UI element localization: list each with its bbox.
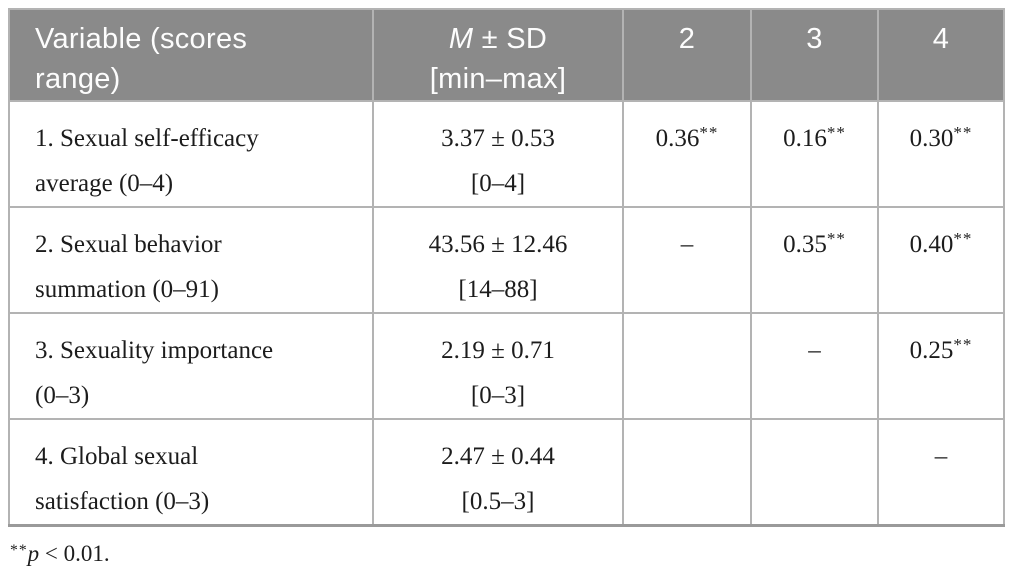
minmax-value: [0.5–3]	[461, 488, 535, 515]
table-row: 3. Sexuality importance (0–3) 2.19 ± 0.7…	[8, 312, 1005, 420]
sig-marker: **	[953, 123, 973, 143]
msd-value: 3.37 ± 0.53	[441, 125, 555, 152]
sig-marker: **	[699, 123, 719, 143]
variable-line1: 1. Sexual self-efficacy	[35, 125, 259, 152]
minmax-value: [0–4]	[470, 170, 526, 197]
header-col-4: 4	[877, 8, 1005, 102]
table-header: Variable (scores range) M ± SD [min–max]…	[8, 8, 1005, 102]
corr-value: –	[934, 443, 948, 470]
msd-value: 2.19 ± 0.71	[441, 337, 555, 364]
header-variable: Variable (scores range)	[8, 8, 374, 102]
variable-line2: summation (0–91)	[35, 276, 220, 303]
sig-marker: **	[953, 229, 973, 249]
variable-line1: 2. Sexual behavior	[35, 231, 222, 258]
significance-footnote: **p < 0.01.	[10, 538, 110, 573]
msd-cell: 43.56 ± 12.46 [14–88]	[372, 206, 624, 314]
sig-marker: **	[826, 123, 846, 143]
corr-value: 0.35	[783, 231, 827, 258]
table-row: 4. Global sexual satisfaction (0–3) 2.47…	[8, 418, 1005, 527]
correlation-table: Variable (scores range) M ± SD [min–max]…	[8, 8, 1005, 527]
variable-line2: satisfaction (0–3)	[35, 488, 210, 515]
corr-value: 0.25	[909, 337, 954, 364]
variable-line1: 4. Global sexual	[35, 443, 199, 470]
variable-line2: average (0–4)	[35, 170, 174, 197]
corr-cell-4: –	[877, 418, 1005, 527]
variable-cell: 1. Sexual self-efficacy average (0–4)	[8, 100, 374, 208]
corr-value: 0.40	[909, 231, 954, 258]
msd-value: 2.47 ± 0.44	[441, 443, 555, 470]
minmax-value: [0–3]	[470, 382, 526, 409]
header-col-2: 2	[622, 8, 752, 102]
msd-cell: 2.47 ± 0.44 [0.5–3]	[372, 418, 624, 527]
corr-cell-2	[622, 312, 752, 420]
header-row: Variable (scores range) M ± SD [min–max]…	[8, 8, 1005, 102]
table-body: 1. Sexual self-efficacy average (0–4) 3.…	[8, 100, 1005, 527]
corr-cell-4: 0.30**	[877, 100, 1005, 208]
variable-cell: 3. Sexuality importance (0–3)	[8, 312, 374, 420]
corr-value: 0.36	[655, 125, 700, 152]
sig-marker: **	[826, 229, 846, 249]
header-msd-line2: [min–max]	[429, 63, 567, 95]
corr-cell-4: 0.25**	[877, 312, 1005, 420]
corr-cell-2: 0.36**	[622, 100, 752, 208]
corr-cell-2	[622, 418, 752, 527]
variable-line2: (0–3)	[35, 382, 90, 409]
table-row: 1. Sexual self-efficacy average (0–4) 3.…	[8, 100, 1005, 208]
corr-cell-3: –	[750, 312, 879, 420]
header-variable-line2: range)	[35, 63, 121, 95]
header-msd-rest: ± SD	[473, 23, 548, 55]
footnote-p-symbol: p	[27, 541, 40, 566]
corr-cell-3	[750, 418, 879, 527]
header-msd-m: M	[448, 23, 474, 55]
variable-cell: 2. Sexual behavior summation (0–91)	[8, 206, 374, 314]
footnote-text: < 0.01.	[39, 541, 110, 566]
variable-cell: 4. Global sexual satisfaction (0–3)	[8, 418, 374, 527]
corr-value: 0.16	[783, 125, 827, 152]
msd-cell: 3.37 ± 0.53 [0–4]	[372, 100, 624, 208]
footnote-marker: **	[10, 541, 28, 559]
msd-value: 43.56 ± 12.46	[428, 231, 568, 258]
variable-line1: 3. Sexuality importance	[35, 337, 274, 364]
corr-cell-3: 0.35**	[750, 206, 879, 314]
corr-cell-3: 0.16**	[750, 100, 879, 208]
table-row: 2. Sexual behavior summation (0–91) 43.5…	[8, 206, 1005, 314]
minmax-value: [14–88]	[458, 276, 538, 303]
header-msd-line1: M ± SD	[374, 19, 622, 59]
header-msd: M ± SD [min–max]	[372, 8, 624, 102]
corr-value: –	[680, 231, 694, 258]
corr-value: 0.30	[909, 125, 954, 152]
corr-cell-2: –	[622, 206, 752, 314]
header-col-3: 3	[750, 8, 879, 102]
sig-marker: **	[953, 335, 973, 355]
corr-value: –	[808, 337, 821, 364]
header-variable-line1: Variable (scores	[35, 23, 248, 55]
msd-cell: 2.19 ± 0.71 [0–3]	[372, 312, 624, 420]
corr-cell-4: 0.40**	[877, 206, 1005, 314]
